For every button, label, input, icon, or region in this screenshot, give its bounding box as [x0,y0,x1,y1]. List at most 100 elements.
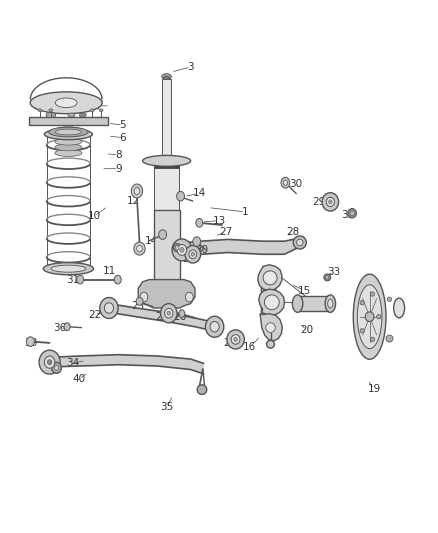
Bar [153,210,180,280]
Ellipse shape [328,299,333,308]
Text: 21: 21 [372,325,385,335]
Ellipse shape [55,98,77,108]
Ellipse shape [114,275,121,284]
Text: 22: 22 [88,310,101,319]
Ellipse shape [185,246,201,263]
Ellipse shape [205,316,224,337]
Ellipse shape [134,242,145,255]
Ellipse shape [55,149,82,157]
Ellipse shape [46,112,56,118]
Text: 15: 15 [297,286,311,295]
Text: 30: 30 [195,245,208,255]
Ellipse shape [322,193,339,211]
Ellipse shape [64,323,70,330]
Ellipse shape [44,356,55,368]
Ellipse shape [77,275,84,284]
Ellipse shape [49,127,88,137]
Ellipse shape [47,360,52,365]
Ellipse shape [30,92,102,114]
Bar [162,79,171,166]
Ellipse shape [325,295,336,312]
Ellipse shape [100,297,118,318]
Ellipse shape [360,328,364,333]
Ellipse shape [137,245,142,252]
Ellipse shape [324,274,331,281]
Ellipse shape [227,330,244,349]
Ellipse shape [39,350,60,374]
Ellipse shape [175,246,179,250]
Text: 40: 40 [73,374,86,384]
Ellipse shape [386,335,393,342]
Text: 33: 33 [327,266,340,277]
Text: 14: 14 [145,236,158,246]
Text: 19: 19 [367,384,381,394]
Ellipse shape [185,292,193,302]
Ellipse shape [197,385,207,394]
Bar [261,277,276,314]
Text: 18: 18 [367,288,381,298]
Ellipse shape [370,292,374,296]
Text: 14: 14 [193,188,206,198]
Ellipse shape [51,265,86,272]
Ellipse shape [365,312,374,321]
Text: 11: 11 [103,266,117,276]
Text: 28: 28 [286,228,300,237]
Polygon shape [258,265,282,290]
Text: 32: 32 [166,240,180,251]
Text: 23: 23 [155,312,169,322]
Ellipse shape [167,311,170,315]
Polygon shape [109,304,215,331]
Text: 29: 29 [312,197,325,207]
Ellipse shape [55,133,82,140]
Ellipse shape [136,297,143,305]
Ellipse shape [193,237,201,246]
Ellipse shape [179,310,185,318]
Bar [29,117,108,125]
Ellipse shape [350,211,354,216]
Ellipse shape [266,323,276,333]
Ellipse shape [165,309,173,318]
Bar [154,161,179,214]
Ellipse shape [43,263,93,275]
Ellipse shape [55,129,81,135]
Text: 5: 5 [120,120,126,130]
Ellipse shape [172,239,192,261]
Text: 8: 8 [115,150,122,160]
Text: 29: 29 [182,254,195,264]
Ellipse shape [353,274,386,359]
Ellipse shape [292,295,303,312]
Text: 3: 3 [187,62,194,72]
Polygon shape [51,354,204,374]
Ellipse shape [163,76,170,79]
Bar [297,296,330,311]
Text: 1: 1 [242,207,248,217]
Ellipse shape [387,297,392,302]
Ellipse shape [189,250,197,259]
Ellipse shape [159,230,166,239]
Ellipse shape [26,337,34,346]
Ellipse shape [180,247,184,252]
Ellipse shape [348,208,357,218]
Ellipse shape [54,366,59,370]
Ellipse shape [90,109,94,111]
Ellipse shape [210,321,219,332]
Bar [56,131,81,153]
Ellipse shape [131,184,143,198]
Text: 31: 31 [66,276,79,286]
Text: 13: 13 [212,216,226,225]
Text: 25: 25 [131,301,145,311]
Ellipse shape [196,219,203,227]
Polygon shape [182,238,300,257]
Text: 27: 27 [219,228,232,237]
Text: 6: 6 [120,133,126,143]
Ellipse shape [44,129,92,140]
Ellipse shape [370,337,374,342]
Ellipse shape [231,335,240,344]
Text: 4: 4 [93,101,100,111]
Ellipse shape [377,314,381,319]
Ellipse shape [234,337,237,341]
Text: 26: 26 [173,312,186,322]
Text: 37: 37 [46,364,60,374]
Ellipse shape [177,245,187,255]
Ellipse shape [328,200,332,204]
